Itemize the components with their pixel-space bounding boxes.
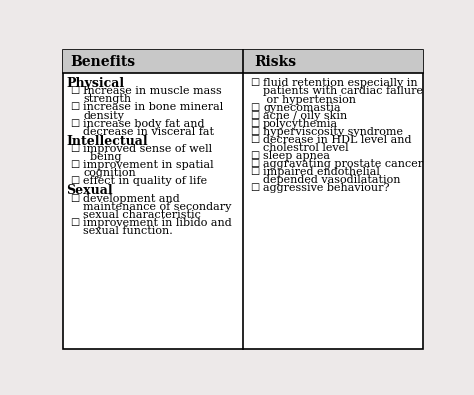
Text: □: □ — [250, 111, 259, 120]
Text: □: □ — [250, 127, 259, 136]
Text: □: □ — [70, 144, 79, 153]
Text: □: □ — [250, 119, 259, 128]
Text: cholestrol level: cholestrol level — [263, 143, 349, 153]
Text: polycythemia: polycythemia — [263, 119, 338, 129]
Text: improvement in libido and: improvement in libido and — [83, 218, 232, 228]
Text: acne / oily skin: acne / oily skin — [263, 111, 347, 120]
Text: impaired endothelial: impaired endothelial — [263, 167, 380, 177]
Text: patients with cardiac failure: patients with cardiac failure — [263, 87, 423, 96]
Text: being: being — [83, 152, 122, 162]
Text: □: □ — [70, 102, 79, 111]
Text: decrease in visceral fat: decrease in visceral fat — [83, 127, 214, 137]
Text: □: □ — [250, 135, 259, 144]
Text: Physical: Physical — [66, 77, 125, 90]
Text: □: □ — [70, 118, 79, 128]
Text: decrease in HDL level and: decrease in HDL level and — [263, 135, 411, 145]
Text: □: □ — [250, 151, 259, 160]
Text: hyperviscosity syndrome: hyperviscosity syndrome — [263, 127, 403, 137]
Text: Increase in muscle mass: Increase in muscle mass — [83, 87, 222, 96]
Text: improved sense of well: improved sense of well — [83, 144, 212, 154]
Text: sexual function.: sexual function. — [83, 226, 173, 236]
Text: increase body fat and: increase body fat and — [83, 118, 205, 128]
Text: Intellectual: Intellectual — [66, 135, 148, 148]
Text: aggravating prostate cancer: aggravating prostate cancer — [263, 159, 423, 169]
Text: sleep apnea: sleep apnea — [263, 151, 330, 161]
Text: □: □ — [70, 218, 79, 227]
Text: effect in quality of life: effect in quality of life — [83, 176, 207, 186]
Text: □: □ — [250, 79, 259, 87]
Text: Sexual: Sexual — [66, 184, 113, 198]
Text: sexual characteristic: sexual characteristic — [83, 210, 201, 220]
Text: □: □ — [70, 160, 79, 169]
Text: □: □ — [70, 87, 79, 95]
Text: depended vasodilatation: depended vasodilatation — [263, 175, 401, 185]
Text: Benefits: Benefits — [70, 55, 136, 69]
Bar — [63, 51, 423, 73]
Text: maintenance of secondary: maintenance of secondary — [83, 202, 231, 212]
Text: aggressive behaviour?: aggressive behaviour? — [263, 183, 390, 193]
Text: cognition: cognition — [83, 168, 136, 178]
Text: gynecomastia: gynecomastia — [263, 103, 341, 113]
Text: development and: development and — [83, 194, 180, 204]
Text: improvement in spatial: improvement in spatial — [83, 160, 214, 170]
Text: □: □ — [70, 194, 79, 203]
Text: □: □ — [70, 176, 79, 185]
Text: □: □ — [250, 183, 259, 192]
Text: □: □ — [250, 103, 259, 112]
Text: increase in bone mineral: increase in bone mineral — [83, 102, 223, 113]
Text: strength: strength — [83, 94, 131, 104]
Text: □: □ — [250, 159, 259, 168]
Text: Risks: Risks — [254, 55, 296, 69]
Text: fluid retention especially in: fluid retention especially in — [263, 79, 418, 88]
Text: density: density — [83, 111, 124, 120]
Text: or hypertension: or hypertension — [263, 94, 356, 105]
Text: □: □ — [250, 167, 259, 176]
